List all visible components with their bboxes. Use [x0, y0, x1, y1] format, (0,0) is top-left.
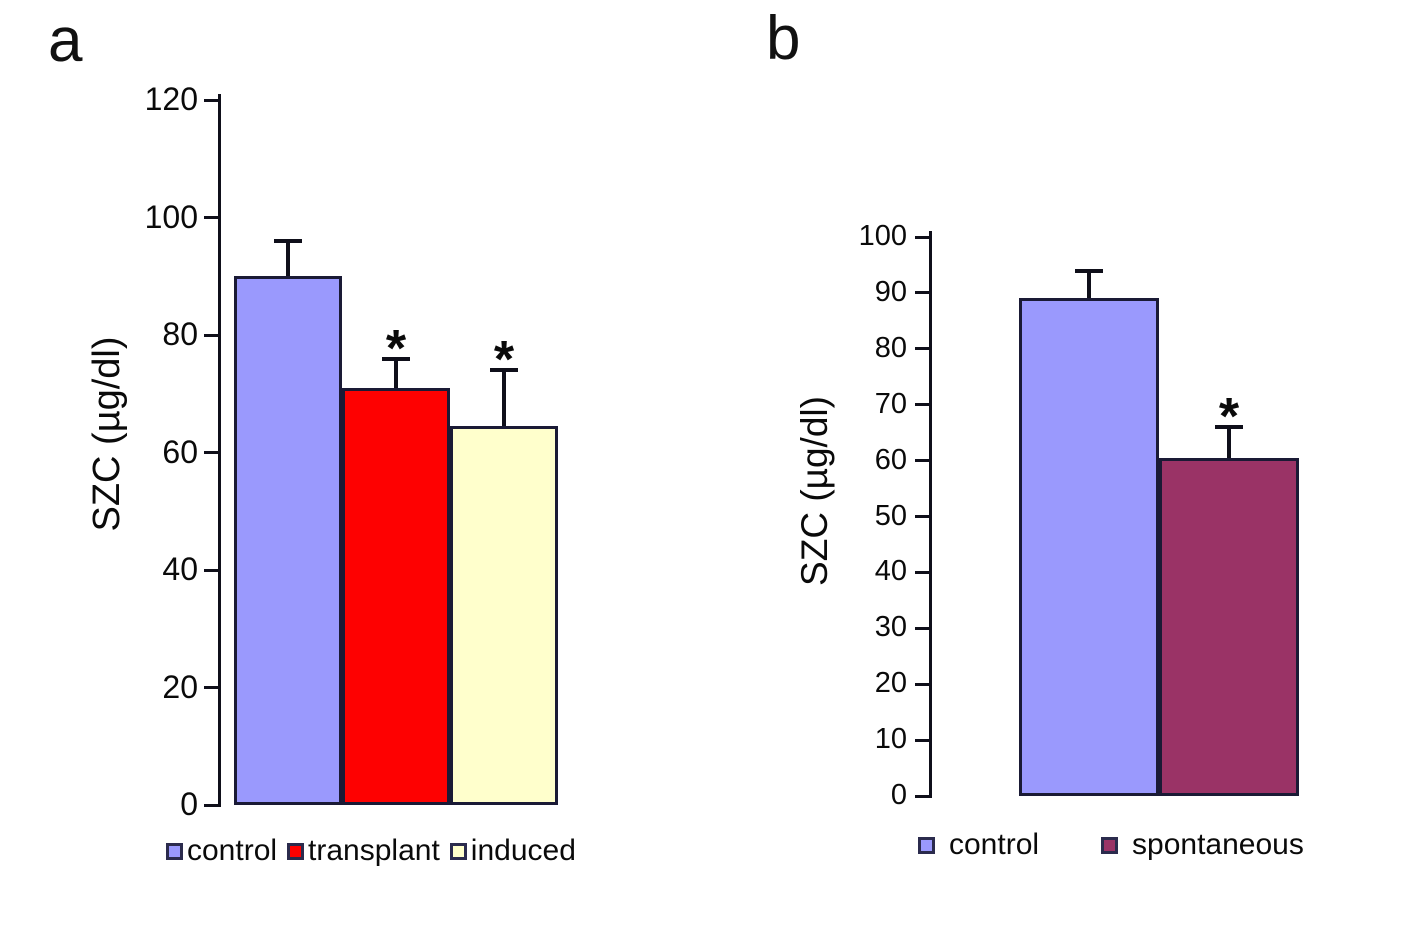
legend-swatch-icon [918, 836, 935, 854]
bar-spontaneous [1159, 457, 1299, 796]
legend-item-control: control [918, 828, 1039, 862]
error-bar-cap [1215, 425, 1243, 430]
significance-asterisk: * [385, 319, 407, 378]
y-axis-tick [204, 98, 218, 102]
y-axis-line [929, 231, 932, 798]
legend-label: induced [470, 834, 576, 867]
y-axis-tick [915, 515, 929, 518]
legend-item-control: control [166, 834, 277, 868]
y-axis-tick-label: 80 [874, 331, 907, 364]
y-axis-tick [915, 682, 929, 686]
legend-swatch-icon [166, 842, 183, 860]
y-axis-tick [915, 347, 929, 351]
panel-a-label: a [48, 6, 83, 75]
y-axis-tick-label: 70 [874, 387, 907, 420]
y-axis-tick-label: 90 [874, 275, 907, 308]
y-axis-tick [915, 794, 929, 798]
error-bar-line [394, 358, 398, 388]
y-axis-tick-label: 20 [874, 667, 907, 700]
y-axis-tick [915, 738, 929, 742]
legend-label: spontaneous [1132, 828, 1304, 861]
y-axis-tick [204, 451, 218, 454]
y-axis-tick-label: 120 [144, 81, 198, 118]
y-axis-tick [915, 626, 929, 630]
y-axis-tick-label: 20 [162, 668, 198, 705]
legend: control transplant induced [166, 834, 576, 868]
legend-swatch-icon [449, 842, 467, 860]
legend-swatch-icon [1101, 836, 1119, 854]
y-axis-tick [204, 333, 218, 337]
y-axis-tick-label: 100 [144, 198, 198, 235]
y-axis-tick-label: 30 [874, 611, 907, 644]
y-axis-tick [915, 235, 929, 239]
legend-item-spontaneous: spontaneous [1101, 828, 1304, 862]
panel-b-y-axis-title: SZC (µg/dl) [794, 396, 835, 586]
y-axis-tick-label: 60 [162, 433, 198, 470]
legend-item-induced: induced [449, 834, 576, 868]
y-axis-tick [204, 216, 218, 219]
y-axis-tick [915, 291, 929, 295]
bar-control [234, 276, 342, 805]
y-axis-tick [204, 803, 218, 807]
y-axis-tick [204, 568, 218, 572]
error-bar-line [1227, 427, 1231, 458]
y-axis-tick-label: 10 [874, 723, 907, 756]
significance-asterisk: * [1218, 388, 1240, 447]
y-axis-tick-label: 100 [858, 220, 907, 253]
legend-label: transplant [308, 834, 440, 867]
bar-control [1019, 298, 1159, 796]
y-axis-tick-label: 50 [874, 499, 907, 532]
error-bar-line [1087, 270, 1091, 299]
y-axis-line [218, 94, 221, 807]
legend: control spontaneous [918, 828, 1304, 862]
y-axis-tick [915, 570, 929, 574]
y-axis-tick-label: 40 [874, 555, 907, 588]
panel-b-label: b [766, 4, 801, 73]
y-axis-tick [915, 403, 929, 407]
y-axis-tick [915, 459, 929, 463]
legend-label: control [187, 834, 278, 867]
error-bar-cap [274, 239, 302, 243]
y-axis-tick-label: 0 [180, 786, 198, 823]
y-axis-tick-label: 60 [874, 443, 907, 476]
y-axis-tick-label: 40 [162, 551, 198, 588]
bar-transplant [342, 387, 450, 805]
y-axis-tick [204, 686, 218, 689]
legend-label: control [949, 828, 1040, 861]
error-bar-line [502, 370, 506, 427]
error-bar-cap [490, 368, 518, 373]
error-bar-cap [1075, 268, 1103, 273]
error-bar-line [286, 241, 290, 277]
bar-induced [450, 426, 558, 805]
significance-asterisk: * [493, 331, 515, 390]
legend-item-transplant: transplant [287, 834, 440, 868]
y-axis-tick-label: 0 [890, 779, 907, 812]
legend-swatch-icon [287, 842, 305, 860]
y-axis-tick-label: 80 [162, 316, 198, 353]
error-bar-cap [382, 356, 410, 361]
